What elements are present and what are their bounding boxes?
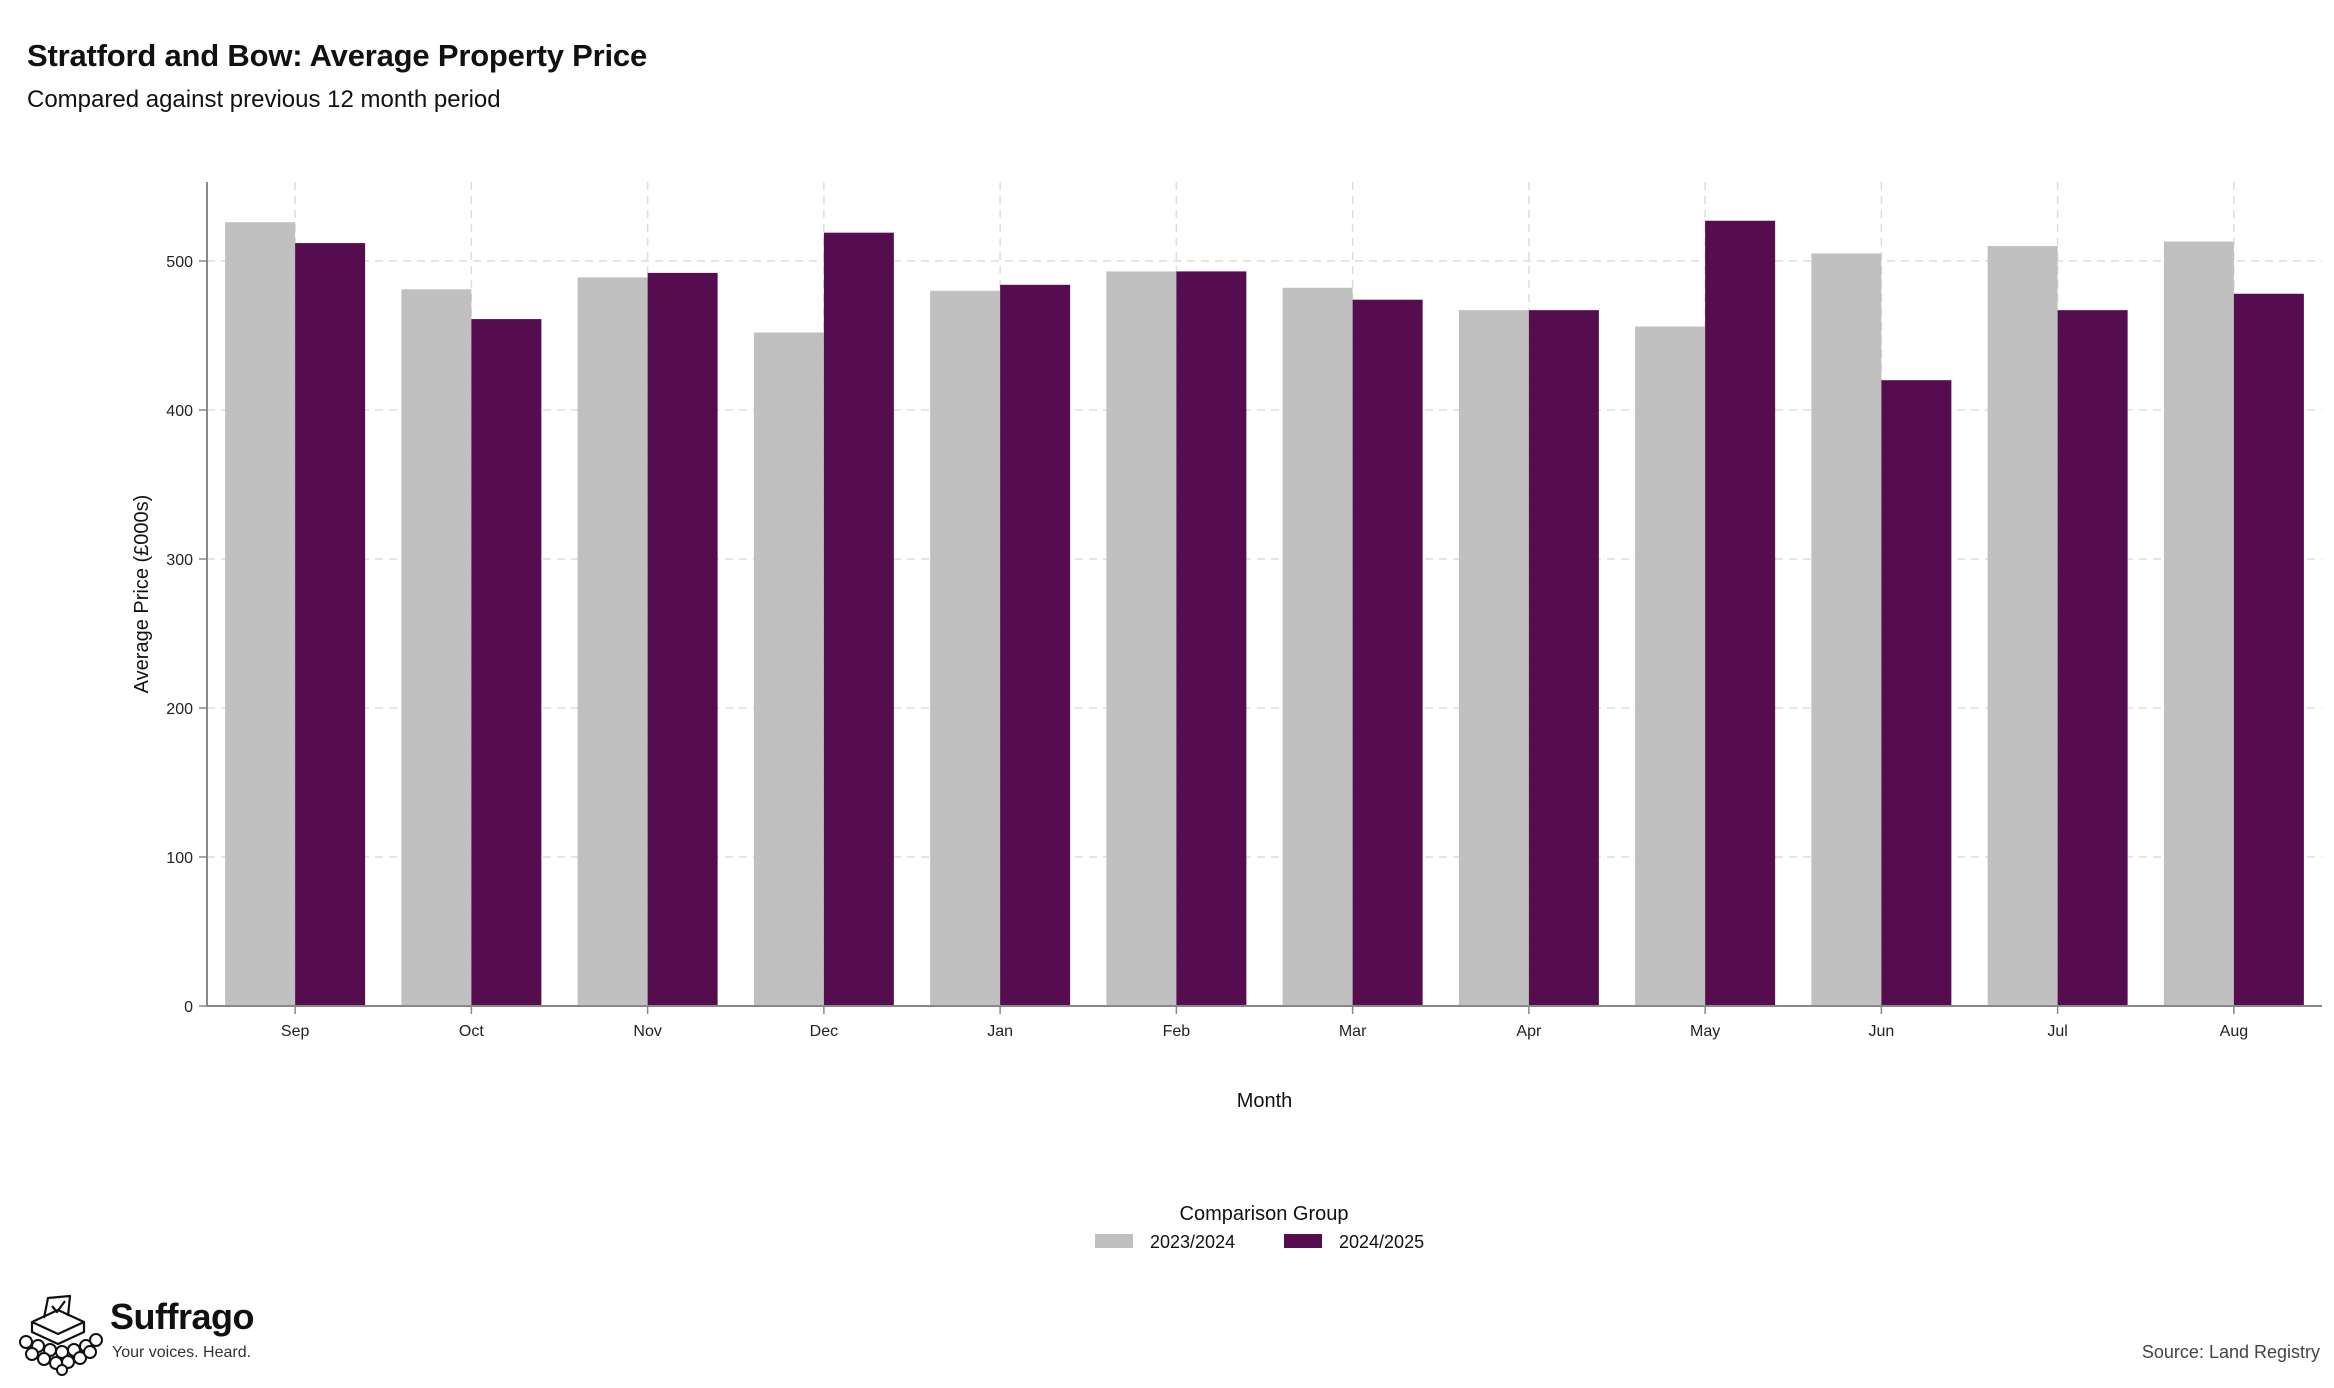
y-tick-label: 300: [166, 552, 193, 569]
x-tick-label: Feb: [1163, 1023, 1191, 1040]
y-tick-label: 200: [166, 701, 193, 718]
bar-2023-2024-may: [1635, 326, 1706, 1006]
legend-title: Comparison Group: [1180, 1203, 1349, 1225]
bar-2024-2025-may: [1705, 220, 1776, 1007]
bar-2023-2024-feb: [1106, 271, 1177, 1006]
x-tick-label: Dec: [810, 1023, 838, 1040]
legend-swatch-2024-2025: [1284, 1234, 1322, 1248]
source-note: Source: Land Registry: [2141, 1342, 2320, 1362]
legend-label-2024-2025: 2024/2025: [1339, 1232, 1424, 1252]
bar-2024-2025-aug: [2233, 293, 2304, 1007]
x-tick-label: Mar: [1339, 1023, 1367, 1040]
tick-labels: 0 100 200 300 400 500 Sep Oct Nov Dec Jan Feb Mar Apr…: [166, 254, 2248, 1040]
ballot-box-crowd-icon: [19, 1294, 103, 1376]
bar-2024-2025-nov: [647, 272, 718, 1006]
bar-2024-2025-jul: [2057, 310, 2128, 1006]
bar-2024-2025-apr: [1528, 310, 1599, 1006]
x-tick-label: Nov: [633, 1023, 661, 1040]
bar-2023-2024-aug: [2163, 241, 2234, 1006]
y-tick-label: 0: [184, 999, 193, 1016]
bar-2024-2025-oct: [471, 319, 542, 1007]
y-tick-label: 500: [166, 254, 193, 271]
x-tick-label: Oct: [459, 1023, 484, 1040]
x-tick-label: Sep: [281, 1023, 310, 1040]
brand-block: Suffrago Your voices. Heard.: [14, 1292, 314, 1382]
y-axis-title: Average Price (£000s): [131, 495, 153, 694]
x-axis-title: Month: [1237, 1090, 1293, 1112]
bar-2023-2024-jul: [1987, 246, 2058, 1006]
x-tick-label: Apr: [1516, 1023, 1542, 1040]
bar-2023-2024-sep: [225, 222, 296, 1007]
y-tick-label: 400: [166, 403, 193, 420]
bar-2024-2025-feb: [1176, 271, 1247, 1006]
bar-2024-2025-sep: [295, 243, 366, 1006]
bar-2023-2024-jun: [1811, 253, 1882, 1007]
chart-title: Stratford and Bow: Average Property Pric…: [27, 38, 647, 73]
bar-2024-2025-jan: [1000, 284, 1071, 1007]
bar-2023-2024-nov: [577, 277, 648, 1006]
brand-name: Suffrago: [110, 1296, 255, 1337]
bar-2023-2024-dec: [753, 332, 824, 1006]
x-tick-label: Jan: [987, 1023, 1013, 1040]
x-tick-label: Jul: [2047, 1023, 2067, 1040]
x-tick-label: Aug: [2220, 1023, 2248, 1040]
legend: Comparison Group 2023/2024 2024/2025: [1095, 1203, 1424, 1252]
bar-2023-2024-apr: [1458, 310, 1529, 1006]
x-tick-label: Jun: [1868, 1023, 1894, 1040]
chart-subtitle: Compared against previous 12 month perio…: [27, 86, 501, 113]
axes: [199, 182, 2322, 1014]
bar-2024-2025-dec: [823, 232, 894, 1006]
legend-label-2023-2024: 2023/2024: [1150, 1232, 1235, 1252]
bar-2023-2024-mar: [1282, 287, 1353, 1007]
legend-swatch-2023-2024: [1095, 1234, 1133, 1248]
brand-tagline: Your voices. Heard.: [112, 1344, 252, 1361]
bar-2023-2024-oct: [401, 289, 472, 1006]
bar-2023-2024-jan: [930, 290, 1001, 1007]
bars: [225, 220, 2304, 1007]
y-tick-label: 100: [166, 850, 193, 867]
x-tick-label: May: [1690, 1023, 1720, 1040]
bar-2024-2025-jun: [1881, 380, 1952, 1006]
bar-2024-2025-mar: [1352, 299, 1423, 1006]
